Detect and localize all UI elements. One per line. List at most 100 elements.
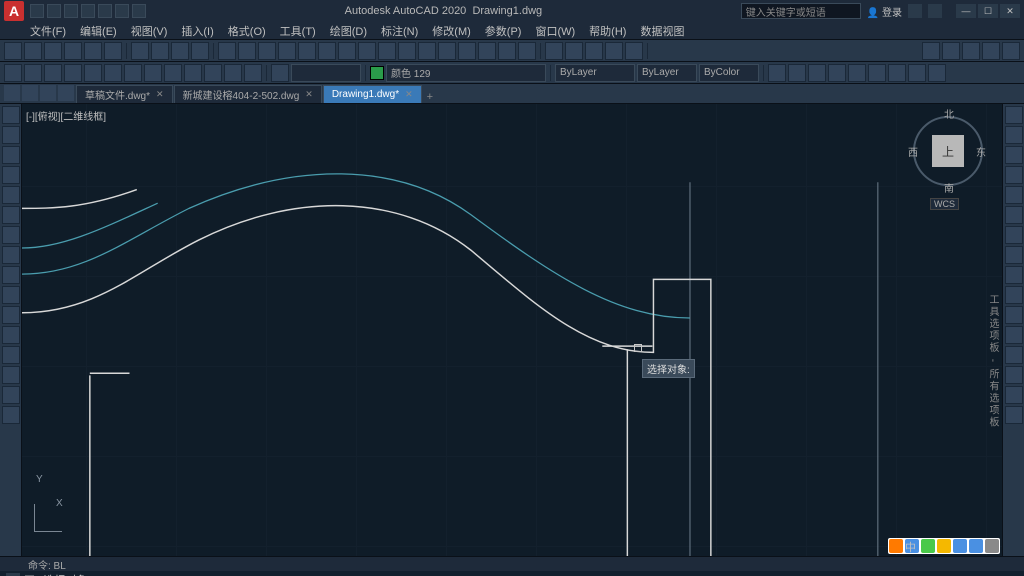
tb-icon[interactable]	[44, 42, 62, 60]
tb-icon[interactable]	[64, 64, 82, 82]
menu-tools[interactable]: 工具(T)	[280, 23, 316, 39]
doc-tab[interactable]: 草稿文件.dwg*✕	[76, 85, 173, 103]
rect-tool-icon[interactable]	[2, 186, 20, 204]
doc-tab[interactable]: Drawing1.dwg*✕	[323, 85, 422, 103]
nav-tool-icon[interactable]	[1005, 306, 1023, 324]
menu-modify[interactable]: 修改(M)	[432, 23, 471, 39]
spline-tool-icon[interactable]	[2, 246, 20, 264]
menu-file[interactable]: 文件(F)	[30, 23, 66, 39]
tb-icon[interactable]	[131, 42, 149, 60]
line-tool-icon[interactable]	[2, 106, 20, 124]
tb-icon[interactable]	[928, 64, 946, 82]
tab-icon[interactable]	[40, 85, 56, 101]
view-cube[interactable]: 上 北南西东 WCS	[906, 110, 990, 210]
point-tool-icon[interactable]	[2, 266, 20, 284]
ucs-icon[interactable]: YX	[34, 504, 62, 532]
tb-icon[interactable]	[151, 42, 169, 60]
tb-icon[interactable]	[908, 64, 926, 82]
tb-icon[interactable]	[224, 64, 242, 82]
qat-redo-icon[interactable]	[132, 4, 146, 18]
color-swatch[interactable]	[370, 66, 384, 80]
tb-icon[interactable]	[44, 64, 62, 82]
tb-icon[interactable]	[518, 42, 536, 60]
start-tab-icon[interactable]	[4, 85, 20, 101]
tb-icon[interactable]	[298, 42, 316, 60]
tb-icon[interactable]	[545, 42, 563, 60]
tb-icon[interactable]	[144, 64, 162, 82]
tab-icon[interactable]	[58, 85, 74, 101]
menu-parametric[interactable]: 参数(P)	[485, 23, 522, 39]
nav-tool-icon[interactable]	[1005, 406, 1023, 424]
qat-plot-icon[interactable]	[98, 4, 112, 18]
close-icon[interactable]: ✕	[156, 89, 164, 100]
tb-icon[interactable]	[605, 42, 623, 60]
maximize-button[interactable]: ☐	[978, 4, 998, 18]
tb-icon[interactable]	[828, 64, 846, 82]
tool-palette-label[interactable]: 工具选项板 - 所有选项板	[985, 294, 1000, 429]
nav-tool-icon[interactable]	[1005, 206, 1023, 224]
tb-icon[interactable]	[238, 42, 256, 60]
tb-icon[interactable]	[171, 42, 189, 60]
menu-help[interactable]: 帮助(H)	[589, 23, 626, 39]
menu-insert[interactable]: 插入(I)	[181, 23, 213, 39]
ime-toolbar[interactable]: 中	[888, 538, 1000, 554]
table-tool-icon[interactable]	[2, 306, 20, 324]
tb-icon[interactable]	[922, 42, 940, 60]
layer-dropdown[interactable]: 颜色 129	[386, 64, 546, 82]
qat-save-icon[interactable]	[64, 4, 78, 18]
drawing-canvas[interactable]: [-][俯视][二维线框] 选择对象: YX 上 北南西东 WCS 工具选项板 …	[22, 104, 1024, 556]
nav-tool-icon[interactable]	[1005, 286, 1023, 304]
tb-icon[interactable]	[498, 42, 516, 60]
tb-icon[interactable]	[888, 64, 906, 82]
tb-icon[interactable]	[84, 42, 102, 60]
tool-icon[interactable]	[2, 386, 20, 404]
menu-view[interactable]: 视图(V)	[131, 23, 168, 39]
region-tool-icon[interactable]	[2, 346, 20, 364]
tb-icon[interactable]	[942, 42, 960, 60]
tb-icon[interactable]	[204, 64, 222, 82]
tb-icon[interactable]	[258, 42, 276, 60]
circle-tool-icon[interactable]	[2, 146, 20, 164]
tb-icon[interactable]	[184, 64, 202, 82]
tb-icon[interactable]	[478, 42, 496, 60]
nav-tool-icon[interactable]	[1005, 346, 1023, 364]
tool-icon[interactable]	[2, 406, 20, 424]
close-icon[interactable]: ✕	[405, 89, 413, 100]
block-tool-icon[interactable]	[2, 286, 20, 304]
close-button[interactable]: ✕	[1000, 4, 1020, 18]
tb-icon[interactable]	[1002, 42, 1020, 60]
arc-tool-icon[interactable]	[2, 166, 20, 184]
layer-state-dropdown[interactable]	[291, 64, 361, 82]
ellipse-tool-icon[interactable]	[2, 206, 20, 224]
tb-icon[interactable]	[24, 42, 42, 60]
doc-tab[interactable]: 新城建设榕404-2-502.dwg✕	[174, 85, 322, 103]
command-input[interactable]: ▣▾ 选择对象:	[0, 571, 1024, 576]
tb-icon[interactable]	[191, 42, 209, 60]
tb-icon[interactable]	[625, 42, 643, 60]
tb-icon[interactable]	[378, 42, 396, 60]
tb-icon[interactable]	[104, 42, 122, 60]
lineweight-dropdown[interactable]: ByLayer	[637, 64, 697, 82]
nav-tool-icon[interactable]	[1005, 226, 1023, 244]
tool-icon[interactable]	[2, 366, 20, 384]
nav-tool-icon[interactable]	[1005, 386, 1023, 404]
login-button[interactable]: 👤 登录	[867, 4, 902, 19]
tb-icon[interactable]	[458, 42, 476, 60]
menu-dimension[interactable]: 标注(N)	[381, 23, 418, 39]
cmd-handle-icon[interactable]	[6, 573, 20, 576]
tb-icon[interactable]	[124, 64, 142, 82]
menu-draw[interactable]: 绘图(D)	[330, 23, 367, 39]
exchange-icon[interactable]	[908, 4, 922, 18]
new-tab-button[interactable]: +	[427, 91, 433, 103]
tb-icon[interactable]	[4, 42, 22, 60]
tb-icon[interactable]	[164, 64, 182, 82]
close-icon[interactable]: ✕	[305, 89, 313, 100]
tb-icon[interactable]	[64, 42, 82, 60]
menu-dataview[interactable]: 数据视图	[640, 23, 684, 39]
tb-icon[interactable]	[848, 64, 866, 82]
tb-icon[interactable]	[565, 42, 583, 60]
linetype-dropdown[interactable]: ByLayer	[555, 64, 635, 82]
qat-new-icon[interactable]	[30, 4, 44, 18]
tb-icon[interactable]	[418, 42, 436, 60]
tb-icon[interactable]	[438, 42, 456, 60]
